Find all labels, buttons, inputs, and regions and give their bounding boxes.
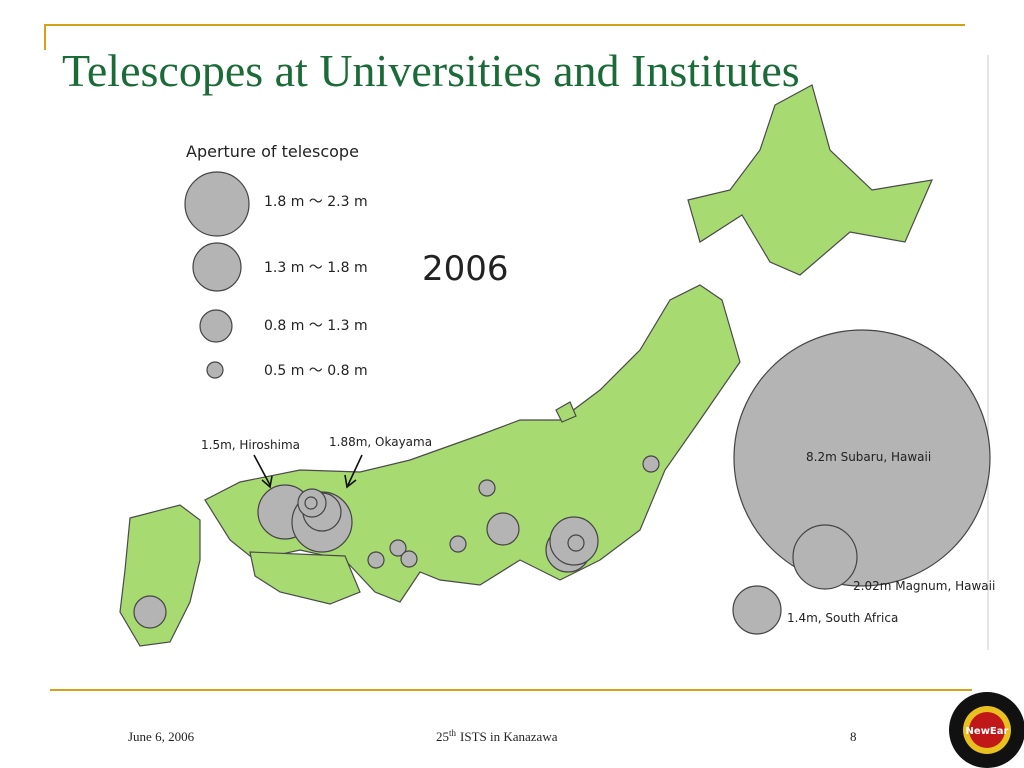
footer-event: 25th ISTS in Kanazawa (436, 728, 558, 744)
top-rule (44, 24, 965, 50)
arrow (344, 454, 363, 489)
site-label: 8.2m Subaru, Hawaii (806, 450, 931, 464)
legend-circle (184, 171, 250, 237)
legend-circle (192, 242, 242, 292)
footer-date: June 6, 2006 (128, 729, 195, 744)
event-number: 25 (436, 729, 449, 744)
legend-item: 0.8 m ～ 1.3 m (264, 318, 368, 334)
slide-title: Telescopes at Universities and Institute… (62, 45, 800, 96)
legend-item: 1.3 m ～ 1.8 m (264, 260, 368, 276)
site-label: 1.5m, Hiroshima (201, 438, 300, 452)
legend-title: Aperture of telescope (186, 142, 359, 161)
legend-circle (199, 309, 233, 343)
event-suffix: th (449, 728, 457, 738)
legend-item: 1.8 m ～ 2.3 m (264, 194, 368, 210)
logo-text: NewEar (966, 726, 1009, 737)
logo: NewEar (949, 692, 1024, 768)
site-label: 2.02m Magnum, Hawaii (853, 579, 995, 593)
telescopes (133, 329, 991, 635)
site-label: 1.88m, Okayama (329, 435, 432, 449)
legend-circle (206, 361, 224, 379)
page-number: 8 (850, 729, 857, 744)
event-name: ISTS in Kanazawa (460, 729, 558, 744)
arrow (253, 454, 273, 489)
legend-item: 0.5 m ～ 0.8 m (264, 363, 368, 379)
site-label: 1.4m, South Africa (787, 611, 898, 625)
year-label: 2006 (422, 249, 509, 289)
